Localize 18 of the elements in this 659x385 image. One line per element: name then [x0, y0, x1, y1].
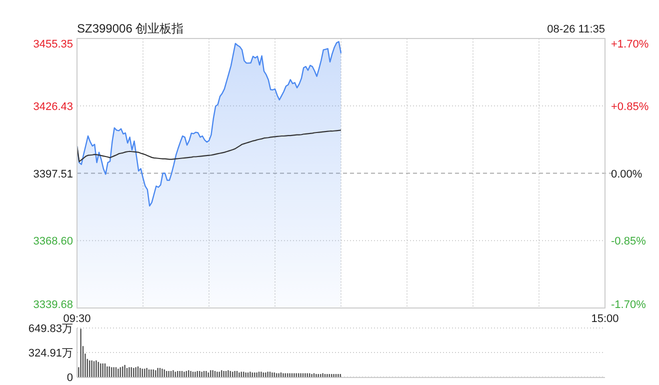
- y2-tick-label: -1.70%: [611, 299, 646, 311]
- x-tick-label: 15:00: [591, 313, 619, 325]
- chart-title: SZ399006 创业板指: [77, 22, 184, 36]
- y-tick-label: 3368.60: [33, 236, 73, 248]
- y-tick-label: 0: [66, 372, 73, 384]
- y2-tick-label: -0.85%: [611, 236, 646, 248]
- line-series: [76, 130, 342, 162]
- y-tick-label: 324.91万: [28, 348, 73, 360]
- y-tick-label: 649.83万: [28, 323, 73, 335]
- y-tick-label: 3339.68: [33, 299, 73, 311]
- y2-tick-label: 0.00%: [611, 168, 642, 180]
- chart-subtitle: 08-26 11:35: [547, 24, 605, 36]
- y-tick-label: 3426.43: [33, 100, 73, 113]
- y2-tick-label: +1.70%: [611, 38, 649, 50]
- y-tick-label: 3455.35: [33, 38, 73, 50]
- y2-tick-label: +0.85%: [611, 100, 649, 113]
- y-tick-label: 3397.51: [33, 168, 73, 180]
- x-tick-label: 09:30: [63, 313, 91, 325]
